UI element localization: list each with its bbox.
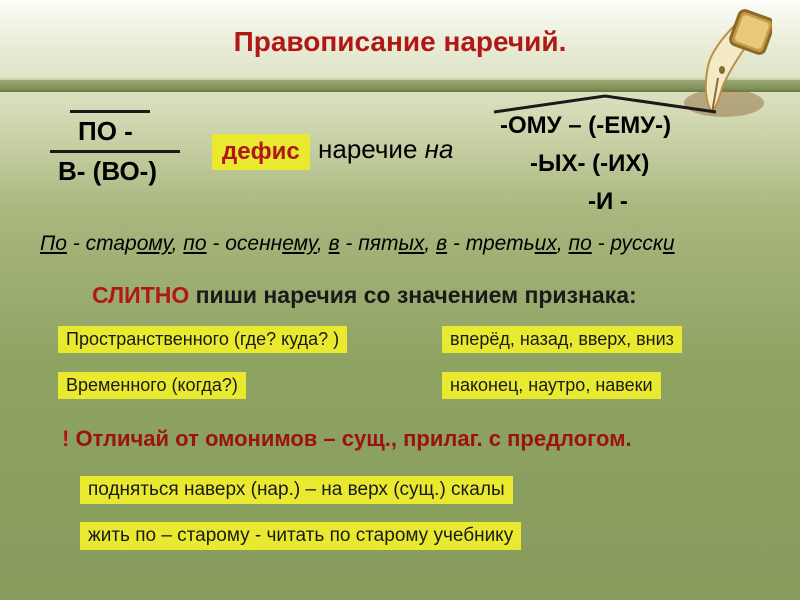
examples-line: По - старому, по - осеннему, в - пятых, … bbox=[40, 232, 675, 256]
bullet-spatial: Пространственного (где? куда? ) bbox=[58, 326, 347, 353]
prefix-po: ПО - bbox=[78, 116, 133, 147]
bullet-spatial-examples: вперёд, назад, вверх, вниз bbox=[442, 326, 682, 353]
suffix-omu: -ОМУ – (-ЕМУ-) bbox=[500, 112, 671, 140]
overline-v bbox=[50, 150, 180, 153]
adverb-on: на bbox=[425, 134, 454, 164]
adverb-label: наречие bbox=[318, 134, 417, 164]
prefix-v-vo: В- (ВО-) bbox=[58, 156, 157, 187]
slitno-line: СЛИТНО пиши наречия со значением признак… bbox=[92, 282, 637, 309]
overline-po bbox=[70, 110, 150, 113]
suffix-i: -И - bbox=[588, 188, 628, 216]
otlichai-line: ! Отличай от омонимов – сущ., прилаг. с … bbox=[62, 426, 632, 452]
example-po-staromu: жить по – старому - читать по старому уч… bbox=[80, 522, 521, 550]
defis-box: дефис bbox=[212, 134, 310, 170]
adverb-word: наречие на bbox=[318, 134, 453, 165]
bullet-temporal-examples: наконец, наутро, навеки bbox=[442, 372, 661, 399]
bullet-temporal: Временного (когда?) bbox=[58, 372, 246, 399]
example-naverh: подняться наверх (нар.) – на верх (сущ.)… bbox=[80, 476, 513, 504]
suffix-yh: -ЫХ- (-ИХ) bbox=[530, 150, 649, 178]
